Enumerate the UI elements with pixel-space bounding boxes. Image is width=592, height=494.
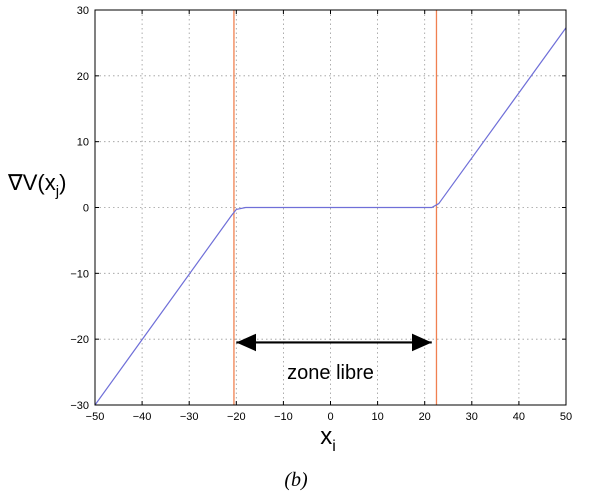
boundary-lines <box>233 10 438 405</box>
x-tick-label: 50 <box>560 411 572 423</box>
y-tick-label: −30 <box>70 400 89 412</box>
x-tick-label: 30 <box>466 411 478 423</box>
annotation: zone libre <box>236 333 432 384</box>
y-tick-label: −20 <box>70 334 89 346</box>
x-tick-label: −30 <box>180 411 199 423</box>
x-tick-label: −10 <box>274 411 293 423</box>
series-line-1 <box>94 27 567 406</box>
y-tick-label: 10 <box>77 137 89 149</box>
x-tick-label: −20 <box>227 411 246 423</box>
figure-caption: (b) <box>284 469 308 491</box>
y-tick-label: 30 <box>77 5 89 17</box>
ticks: −50 −40 −30 −20 −10 0 10 20 30 40 50 −30 −20 −10 0 10 20… <box>70 5 572 423</box>
y-tick-label: 20 <box>77 71 89 83</box>
y-tick-label: −10 <box>70 268 89 280</box>
x-tick-label: 20 <box>419 411 431 423</box>
y-tick-label: 0 <box>83 203 89 215</box>
x-tick-label: −40 <box>133 411 152 423</box>
x-tick-label: 40 <box>513 411 525 423</box>
zone-label: zone libre <box>287 362 374 384</box>
x-axis-label: xi <box>320 423 336 455</box>
y-axis-label: ∇V(xj) <box>7 170 66 200</box>
x-tick-label: 0 <box>327 411 333 423</box>
x-tick-label: 10 <box>371 411 383 423</box>
x-tick-label: −50 <box>86 411 105 423</box>
series-layer <box>94 27 567 406</box>
